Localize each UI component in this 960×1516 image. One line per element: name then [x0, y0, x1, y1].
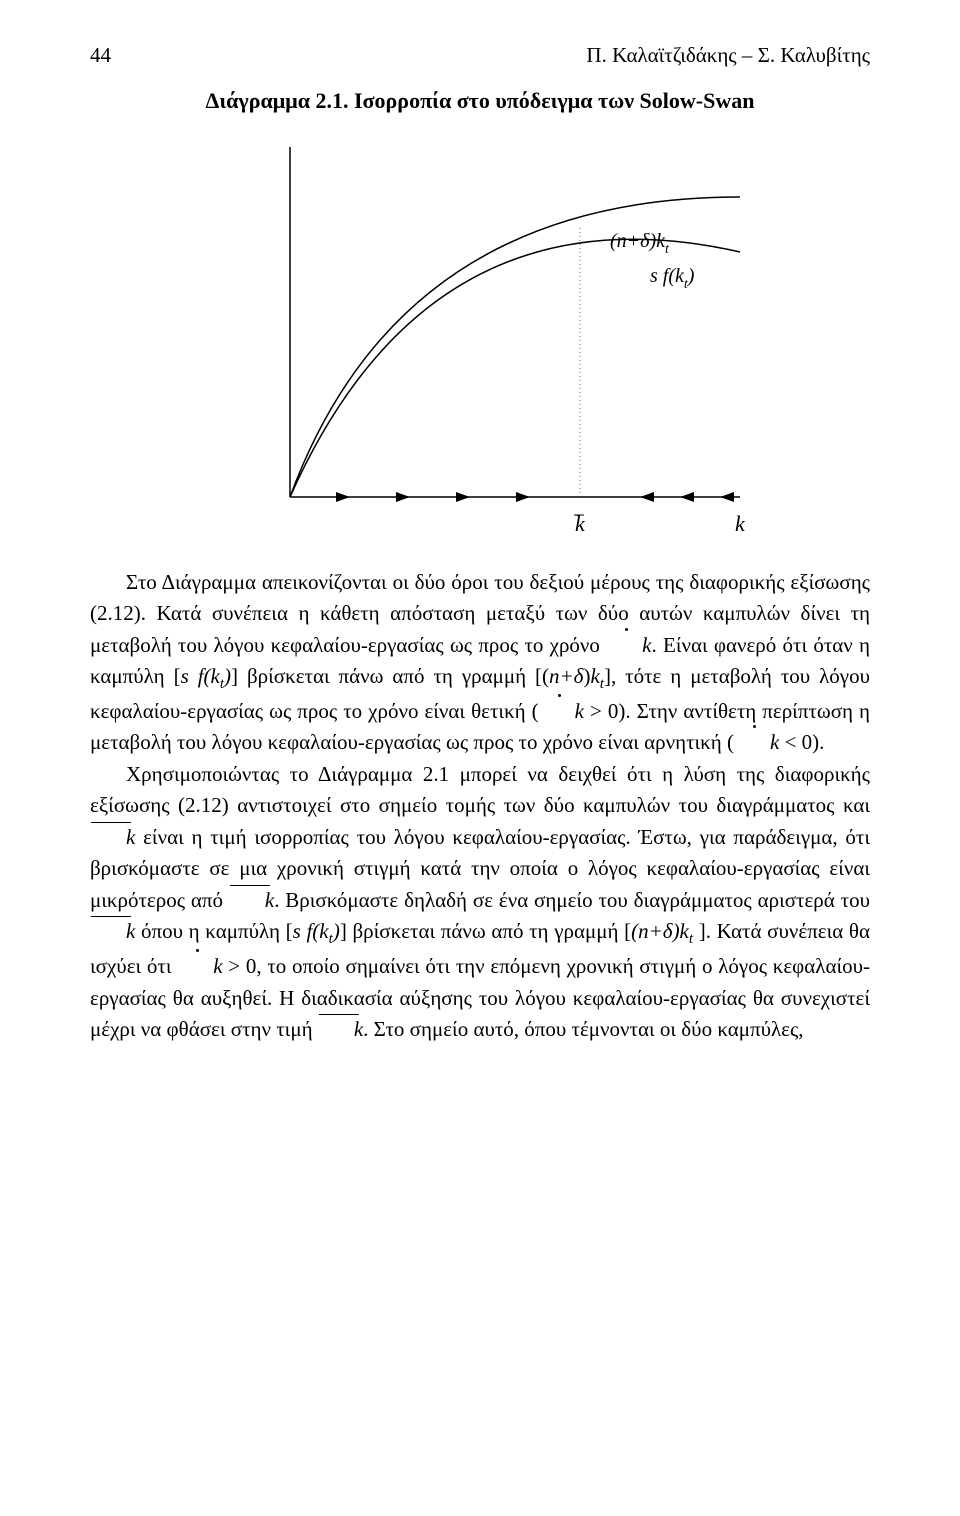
kt: k — [590, 664, 599, 688]
p1-mid2: ] βρίσκεται πάνω από τη γραμμή [( — [231, 664, 549, 688]
body-text: Στο Διάγραμμα απεικονίζονται οι δύο όροι… — [90, 567, 870, 1046]
p2-mid3: όπου η καμπύλη [ — [135, 919, 292, 943]
ndelta: n+δ — [549, 664, 583, 688]
p2-mid2: . Βρισκόμαστε δηλαδή σε ένα σημείο του δ… — [274, 888, 870, 912]
sfk2-post: ) — [333, 919, 340, 943]
svg-text:k: k — [575, 511, 586, 536]
kdot-symbol: k — [734, 727, 779, 759]
p1-lt0: < 0 — [779, 730, 812, 754]
p2-end: . Στο σημείο αυτό, όπου τέμνονται οι δύο… — [363, 1017, 803, 1041]
sfk2-pre: s f(k — [293, 919, 329, 943]
paragraph-1: Στο Διάγραμμα απεικονίζονται οι δύο όροι… — [90, 567, 870, 759]
kbar-symbol: k — [90, 916, 135, 948]
p1-end: ). — [812, 730, 824, 754]
sfk-pre: s f(k — [181, 664, 220, 688]
figure-title: Διάγραμμα 2.1. Ισορροπία στο υπόδειγμα τ… — [90, 84, 870, 117]
p2-gt0: > 0 — [223, 954, 257, 978]
kbar-symbol: k — [229, 885, 274, 917]
p2-mid4: ] βρίσκεται πάνω από τη γραμμή [ — [340, 919, 631, 943]
p2-lead: Χρησιμοποιώντας το Διάγραμμα 2.1 μπορεί … — [90, 762, 870, 818]
page: 44 Π. Καλαϊτζιδάκης – Σ. Καλυβίτης Διάγρ… — [0, 0, 960, 1106]
kdot-symbol: k — [606, 630, 651, 662]
kdot-symbol: k — [539, 696, 584, 728]
sfk-post: ) — [224, 664, 231, 688]
p1-gt0: > 0 — [584, 699, 618, 723]
paragraph-2: Χρησιμοποιώντας το Διάγραμμα 2.1 μπορεί … — [90, 759, 870, 1046]
page-number: 44 — [90, 40, 111, 72]
svg-text:k: k — [735, 511, 746, 536]
ndelta2-pre: (n+δ)k — [631, 919, 689, 943]
kdot-symbol: k — [177, 951, 222, 983]
kbar-symbol: k — [90, 822, 135, 854]
page-header: 44 Π. Καλαϊτζιδάκης – Σ. Καλυβίτης — [90, 40, 870, 72]
kbar-symbol: k — [318, 1014, 363, 1046]
solow-swan-diagram: (n+δ)kts f(kt)kk — [200, 127, 760, 557]
header-authors: Π. Καλαϊτζιδάκης – Σ. Καλυβίτης — [586, 40, 870, 72]
